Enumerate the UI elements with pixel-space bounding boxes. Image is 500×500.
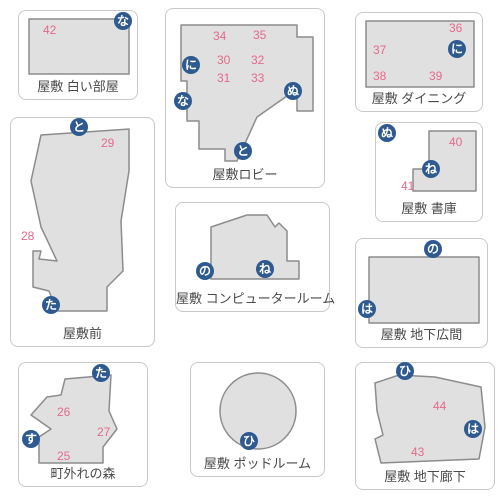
- portal-marker[interactable]: ぬ: [378, 124, 396, 142]
- room-title: 屋敷 地下広間: [356, 324, 487, 343]
- room-card-room-lobby[interactable]: 屋敷ロビー にな ぬと 34 35 30 32 31 33: [165, 8, 325, 188]
- annotation-label: 30: [217, 53, 230, 67]
- portal-marker[interactable]: ね: [422, 160, 440, 178]
- portal-marker[interactable]: た: [42, 296, 60, 314]
- annotation-label: 43: [411, 445, 424, 459]
- portal-marker[interactable]: の: [424, 240, 442, 258]
- annotation-label: 33: [251, 71, 264, 85]
- room-card-room-white[interactable]: 屋敷 白い部屋 な 42: [18, 10, 138, 100]
- portal-marker[interactable]: ね: [256, 260, 274, 278]
- portal-marker[interactable]: と: [234, 142, 252, 160]
- room-card-room-dining[interactable]: 屋敷 ダイニング に 36 37 38 39: [355, 12, 483, 112]
- room-card-room-front[interactable]: 屋敷前 とた 29 28: [10, 117, 155, 347]
- annotation-label: 32: [251, 53, 264, 67]
- room-title: 屋敷 ダイニング: [356, 88, 482, 107]
- annotation-label: 34: [213, 29, 226, 43]
- annotation-label: 36: [449, 21, 462, 35]
- annotation-label: 25: [57, 449, 70, 463]
- portal-marker[interactable]: は: [464, 420, 482, 438]
- room-title: 屋敷 コンピュータールーム: [176, 288, 329, 307]
- annotation-label: 27: [97, 425, 110, 439]
- annotation-label: 41: [401, 179, 414, 193]
- room-title: 屋敷 ポッドルーム: [191, 453, 324, 472]
- annotation-label: 42: [43, 23, 56, 37]
- portal-marker[interactable]: の: [196, 262, 214, 280]
- portal-marker[interactable]: な: [174, 92, 192, 110]
- portal-marker[interactable]: す: [22, 430, 40, 448]
- portal-marker[interactable]: と: [70, 118, 88, 136]
- annotation-label: 29: [101, 136, 114, 150]
- annotation-label: 35: [253, 28, 266, 42]
- portal-marker[interactable]: は: [358, 300, 376, 318]
- room-card-room-computer[interactable]: 屋敷 コンピュータールーム の ね: [175, 202, 330, 312]
- portal-marker[interactable]: た: [92, 364, 110, 382]
- annotation-label: 38: [373, 69, 386, 83]
- portal-marker[interactable]: ひ: [240, 432, 258, 450]
- room-title: 屋敷ロビー: [166, 164, 324, 183]
- portal-marker[interactable]: ぬ: [284, 82, 302, 100]
- room-card-room-pod[interactable]: 屋敷 ポッドルーム ひ: [190, 362, 325, 477]
- room-title: 屋敷 書庫: [376, 198, 482, 217]
- annotation-label: 39: [429, 69, 442, 83]
- annotation-label: 31: [217, 71, 230, 85]
- room-title: 屋敷前: [11, 323, 154, 342]
- portal-marker[interactable]: ひ: [396, 362, 414, 380]
- annotation-label: 26: [57, 405, 70, 419]
- room-card-room-basement-hall[interactable]: 屋敷 地下広間 のは: [355, 238, 488, 348]
- room-title: 屋敷 白い部屋: [19, 76, 137, 95]
- portal-marker[interactable]: に: [448, 40, 466, 58]
- room-title: 町外れの森: [19, 463, 147, 482]
- portal-marker[interactable]: な: [114, 12, 132, 30]
- map-canvas: 屋敷 白い部屋な42屋敷ロビーになぬと343530323133屋敷 ダイニングに…: [0, 0, 500, 500]
- annotation-label: 44: [433, 399, 446, 413]
- annotation-label: 28: [21, 229, 34, 243]
- portal-marker[interactable]: に: [182, 56, 200, 74]
- room-card-room-library[interactable]: 屋敷 書庫 ぬね 40 41: [375, 122, 483, 222]
- annotation-label: 40: [449, 135, 462, 149]
- room-card-room-forest[interactable]: 町外れの森 たす 26 27 25: [18, 362, 148, 487]
- room-card-room-basement-corridor[interactable]: 屋敷 地下廊下 ひは 44 43: [355, 362, 495, 490]
- room-title: 屋敷 地下廊下: [356, 466, 494, 485]
- annotation-label: 37: [373, 43, 386, 57]
